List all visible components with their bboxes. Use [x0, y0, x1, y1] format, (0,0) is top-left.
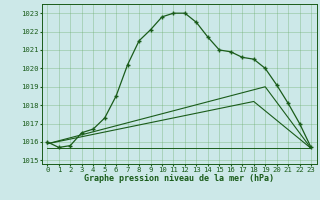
X-axis label: Graphe pression niveau de la mer (hPa): Graphe pression niveau de la mer (hPa): [84, 174, 274, 183]
